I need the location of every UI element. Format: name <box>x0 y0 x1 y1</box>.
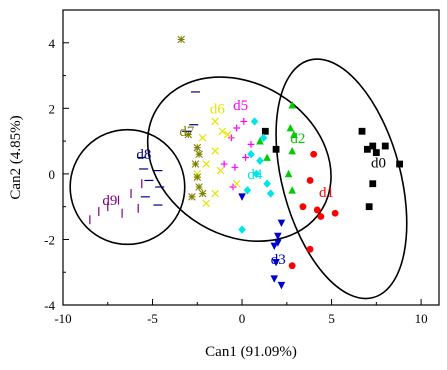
point-d2 <box>263 153 271 161</box>
group-ellipse <box>146 76 332 243</box>
point-d6 <box>198 134 207 142</box>
point-d3 <box>274 232 282 241</box>
y-axis-label: Can2 (4.85%) <box>8 115 24 199</box>
point-d7 <box>193 143 202 152</box>
point-d3 <box>270 275 279 283</box>
point-d6 <box>211 189 220 198</box>
point-d0 <box>272 145 280 153</box>
data-points <box>89 35 404 290</box>
group-label-d1: d1 <box>319 185 334 201</box>
point-d0 <box>372 149 380 156</box>
x-axis-label: Can1 (91.09%) <box>205 344 297 360</box>
point-d1 <box>306 245 314 253</box>
point-d2 <box>288 186 296 194</box>
point-d7 <box>177 35 185 44</box>
x-tick-label: 10 <box>415 311 428 326</box>
point-d5 <box>247 140 255 148</box>
point-d1 <box>313 206 321 214</box>
y-tick-label: -4 <box>44 298 55 313</box>
point-d4 <box>243 186 252 195</box>
point-d1 <box>299 203 307 211</box>
point-d2 <box>256 137 264 145</box>
point-d7 <box>191 160 200 168</box>
y-tick-label: -2 <box>44 232 55 247</box>
point-d4 <box>250 117 259 126</box>
point-d0 <box>396 160 404 168</box>
point-d3 <box>270 242 279 250</box>
group-label-d7: d7 <box>179 124 195 140</box>
point-d4 <box>266 189 275 198</box>
group-label-d6: d6 <box>210 101 226 117</box>
point-d4 <box>263 179 271 188</box>
point-d6 <box>211 117 220 126</box>
point-d6 <box>202 160 211 168</box>
point-d0 <box>369 142 377 150</box>
x-tick-label: -10 <box>54 311 71 326</box>
plot-frame <box>62 9 440 306</box>
point-d7 <box>188 193 196 201</box>
point-d3 <box>277 219 286 228</box>
point-d5 <box>240 118 248 125</box>
point-d0 <box>261 127 269 135</box>
point-d6 <box>223 130 232 139</box>
group-label-d4: d4 <box>247 167 263 183</box>
group-ellipse <box>69 128 186 246</box>
y-tick-label: 0 <box>49 167 56 182</box>
group-label-d9: d9 <box>102 193 117 209</box>
point-d0 <box>369 180 377 188</box>
point-d7 <box>184 130 193 139</box>
point-d0 <box>365 203 373 211</box>
point-d4 <box>259 133 268 143</box>
point-d7 <box>198 189 207 198</box>
point-d5 <box>242 154 250 161</box>
x-tick-label: 5 <box>328 311 335 326</box>
point-d1 <box>331 209 339 217</box>
point-d4 <box>252 169 261 179</box>
axes: -10 -5 0 5 10 -4 -2 0 2 4 <box>44 36 427 326</box>
point-d6 <box>211 147 220 155</box>
point-d5 <box>229 183 237 191</box>
point-d1 <box>317 213 325 220</box>
point-d2 <box>284 169 293 178</box>
point-d2 <box>288 146 296 155</box>
point-d2 <box>290 130 298 138</box>
group-labels: d0 d1 d2 d3 d4 d5 d6 d7 d8 d9 <box>102 98 386 268</box>
point-d1 <box>288 262 296 270</box>
group-label-d5: d5 <box>233 98 248 114</box>
point-d3 <box>277 281 286 290</box>
point-d7 <box>195 150 203 159</box>
group-label-d8: d8 <box>136 147 151 163</box>
point-d2 <box>288 101 296 109</box>
point-d0 <box>381 142 389 150</box>
point-d5 <box>227 134 235 142</box>
point-d5 <box>233 124 241 132</box>
y-tick-label: 4 <box>49 36 56 51</box>
point-d7 <box>195 183 203 191</box>
point-d1 <box>310 150 318 158</box>
point-d3 <box>238 193 246 201</box>
point-d4 <box>247 150 255 159</box>
group-label-d0: d0 <box>371 155 386 171</box>
group-label-d2: d2 <box>290 131 305 147</box>
group-ellipse <box>275 58 408 300</box>
point-d5 <box>220 160 228 168</box>
point-d4 <box>256 156 264 165</box>
x-tick-label: -5 <box>147 311 158 326</box>
point-d0 <box>358 127 366 135</box>
point-d5 <box>231 163 239 171</box>
point-d0 <box>363 145 371 153</box>
group-label-d3: d3 <box>271 252 286 268</box>
point-d3 <box>272 258 280 267</box>
point-d6 <box>202 199 211 208</box>
point-d6 <box>218 127 227 136</box>
x-tick-label: 0 <box>239 311 246 326</box>
y-tick-label: 2 <box>49 101 56 116</box>
point-d6 <box>216 166 225 175</box>
point-d1 <box>306 177 314 184</box>
point-d6 <box>232 179 241 188</box>
point-d7 <box>193 173 202 181</box>
point-d2 <box>286 124 295 132</box>
point-d4 <box>238 225 246 234</box>
